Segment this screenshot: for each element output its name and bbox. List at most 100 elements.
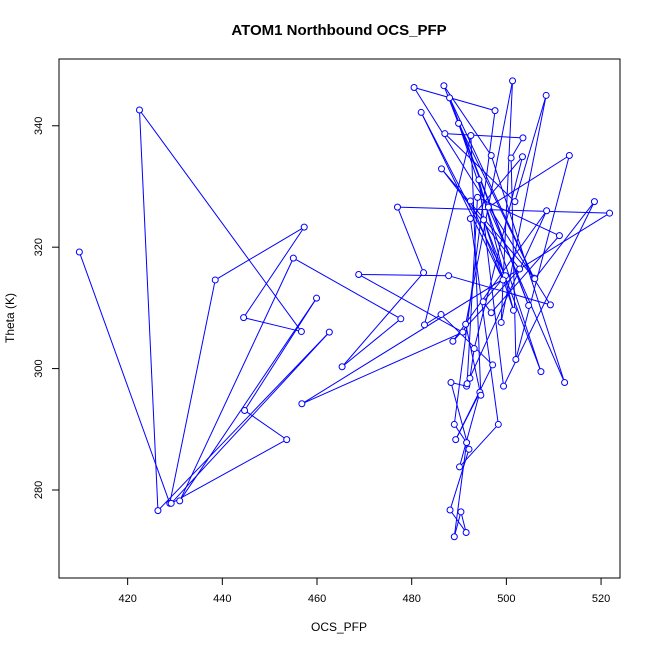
series-segment [441,168,536,280]
series-segment [420,112,504,281]
series-segment [358,273,449,277]
series-segment [469,348,475,379]
data-point [466,215,474,223]
y-tick-label: 280 [33,481,45,499]
series-segment [478,179,514,311]
x-axis-label: OCS_PFP [311,620,367,634]
series-segment [301,331,464,405]
x-tick-label: 500 [497,593,515,605]
data-point [420,269,428,277]
data-point [525,301,533,309]
data-point [211,276,219,284]
data-point [606,209,614,217]
data-point [477,391,485,399]
series-segment [453,110,496,425]
data-point [457,508,465,516]
series-segment [515,155,570,360]
data-point [537,368,545,376]
data-point [484,203,492,211]
series-segment [466,197,479,384]
data-point [543,207,551,215]
y-axis: 280 300 320 340 [33,117,59,499]
data-point [511,198,519,206]
data-point [420,321,428,329]
plot-frame [58,58,621,579]
series-segment [470,135,482,396]
x-tick-label: 420 [118,593,136,605]
data-point [440,82,448,90]
series-segment [157,331,330,511]
series-segment [466,210,548,384]
data-point [393,203,401,211]
data-point [446,506,454,514]
data-point [452,436,460,444]
x-tick-label: 520 [592,593,610,605]
series-segment [420,112,506,276]
y-tick-label: 340 [33,117,45,135]
series-segment [244,297,317,411]
series-segment [139,109,302,332]
series-segment [169,279,216,504]
series-segment [453,424,468,443]
series-segment [490,155,566,383]
data-point [470,345,478,353]
data-point [487,309,495,317]
data-point [509,77,517,85]
data-point [463,380,471,388]
series-trajectory [75,77,614,541]
data-point [555,232,563,240]
data-point [450,533,458,541]
chart-title: ATOM1 Northbound OCS_PFP [231,22,446,39]
series-segment [503,201,595,387]
data-point [519,134,527,142]
data-point [475,176,483,184]
data-point [531,275,539,283]
data-point [455,119,463,127]
series-segment [138,109,159,511]
series-segment [444,133,523,139]
series-segment [397,206,424,273]
data-point [518,153,526,161]
data-point [456,463,464,471]
data-point [338,363,346,371]
data-point [313,294,321,302]
data-point [297,328,305,336]
data-point [438,165,446,173]
series-segment [244,410,287,441]
data-point [463,439,471,447]
series-segment [455,364,494,440]
series-segment [450,382,470,450]
series-segment [488,155,570,208]
data-point [450,420,458,428]
data-point [135,106,143,114]
data-point [459,328,467,336]
x-axis: 420 440 460 480 500 520 [118,578,610,605]
series-segment [510,157,517,360]
data-point [298,400,306,408]
y-axis-label: Theta (K) [3,293,17,343]
data-point [241,406,249,414]
data-point [466,197,474,205]
data-point [446,94,454,102]
data-point [494,420,502,428]
series-segment [478,179,505,387]
series-segment [293,257,402,320]
series-segment [483,219,514,311]
series-segment [453,442,468,537]
data-point [565,152,573,160]
data-point [512,355,520,363]
data-point [489,361,497,369]
series-segment [458,123,535,279]
data-point [441,130,449,138]
data-point [542,91,550,99]
data-point [487,152,495,160]
series-segment [440,314,493,366]
series-segment [243,226,305,318]
series-segment [397,206,610,214]
y-tick-label: 320 [33,238,45,256]
data-point [561,379,569,387]
series-segment [243,317,302,333]
data-point [449,337,457,345]
data-point [410,84,418,92]
